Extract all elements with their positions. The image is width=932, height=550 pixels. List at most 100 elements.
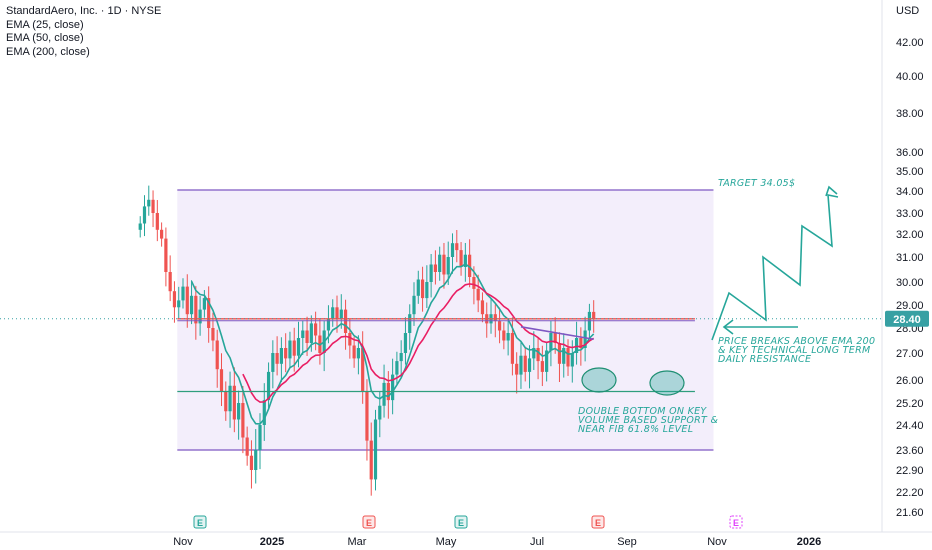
legend-ema-25[interactable]: EMA (25, close)	[6, 18, 84, 31]
candle-body	[378, 405, 382, 420]
candle-body	[181, 286, 185, 301]
candle-body	[189, 295, 194, 315]
price-tick-label: 29.00	[896, 300, 924, 312]
candle-body	[416, 279, 420, 296]
candle-body	[429, 264, 433, 282]
candle-body	[164, 238, 168, 272]
candle-body	[361, 348, 365, 392]
candle-body	[275, 353, 279, 364]
currency-label: USD	[896, 5, 919, 17]
ema-50-line	[242, 283, 595, 403]
candle-body	[219, 369, 224, 392]
price-tick-label: 36.00	[896, 147, 924, 159]
price-axis-bg	[882, 0, 932, 550]
double-bottom-circle-left	[581, 367, 617, 393]
price-tick-label: 23.60	[896, 445, 924, 457]
candle-body	[532, 348, 536, 359]
candle-body	[258, 425, 262, 450]
candle-body	[592, 311, 596, 319]
price-tick-label: 27.00	[896, 348, 924, 360]
candle-body	[335, 307, 339, 319]
candle-body	[579, 338, 583, 348]
legend-ema-50[interactable]: EMA (50, close)	[6, 32, 84, 44]
price-tick-label: 33.00	[896, 208, 924, 220]
breakout-label-line: & KEY TECHNICAL LONG TERM	[718, 345, 871, 356]
time-tick-label: Mar	[348, 536, 367, 548]
drawing-lines	[0, 318, 882, 393]
time-tick-label: Nov	[707, 536, 727, 548]
price-tick-label: 35.00	[896, 166, 924, 178]
price-tick-label: 24.40	[896, 420, 924, 432]
candle-body	[412, 295, 416, 315]
candle-body	[177, 300, 181, 308]
time-tick-label: 2025	[260, 536, 284, 548]
price-tick-label: 30.00	[896, 277, 924, 289]
earnings-letter: E	[458, 518, 464, 528]
candle-body	[309, 323, 313, 343]
price-tick-label: 26.00	[896, 375, 924, 387]
candle-body	[493, 314, 497, 322]
candle-body	[553, 333, 557, 343]
candle-body	[523, 355, 527, 372]
candle-body	[245, 437, 249, 456]
projection-arrowhead	[825, 185, 838, 197]
candle-body	[446, 257, 450, 275]
candle-body	[519, 355, 523, 375]
time-axis[interactable]: Nov 2025 Mar May Jul Sep Nov 2026	[0, 531, 932, 548]
earnings-marker-positive[interactable]: E	[193, 515, 207, 529]
candle-body	[438, 254, 442, 272]
candle-body	[570, 353, 574, 367]
candle-body	[502, 330, 506, 341]
candle-body	[292, 340, 296, 356]
target-label: TARGET 34.05$	[718, 178, 795, 189]
candle-body	[202, 298, 206, 310]
candle-body	[536, 348, 540, 362]
earnings-marker-negative[interactable]: E	[362, 515, 376, 529]
candle-body	[305, 330, 309, 343]
candle-body	[356, 348, 360, 359]
candle-body	[562, 348, 566, 364]
price-channel	[177, 189, 714, 451]
candle-body	[262, 400, 266, 425]
earnings-letter: E	[366, 518, 372, 528]
candle-body	[151, 199, 155, 213]
double-bottom-label-line: NEAR FIB 61.8% LEVEL	[578, 424, 693, 435]
candle-body	[395, 361, 399, 375]
candle-body	[279, 348, 283, 364]
candle-body	[211, 328, 215, 341]
earnings-marker-upcoming[interactable]: E	[729, 515, 743, 529]
double-bottom-label-line: VOLUME BASED SUPPORT &	[578, 415, 718, 426]
candle-body	[391, 374, 395, 401]
earnings-marker-negative[interactable]: E	[591, 515, 605, 529]
candle-body	[198, 309, 202, 324]
earnings-badge	[193, 515, 207, 529]
candle-body	[373, 419, 378, 480]
candle-body	[348, 333, 352, 346]
candle-body	[254, 450, 258, 470]
symbol-title[interactable]: StandardAero, Inc. · 1D · NYSE	[6, 5, 162, 17]
earnings-badge	[591, 515, 605, 529]
earnings-badge	[362, 515, 376, 529]
candle-body	[352, 345, 356, 359]
candle-body	[403, 333, 408, 353]
candle-body	[266, 371, 271, 401]
breakout-label-line: PRICE BREAKS ABOVE EMA 200	[718, 336, 875, 347]
price-axis[interactable]: USD 42.00 40.00 38.00 36.00 35.00 34.00 33.00 32…	[881, 0, 932, 550]
candle-body	[194, 295, 198, 324]
candle-body	[224, 391, 228, 412]
price-tick-label: 22.20	[896, 487, 924, 499]
candle-body	[463, 254, 467, 267]
last-price-label: 28.40	[893, 314, 921, 326]
price-tick-label: 31.00	[896, 252, 924, 264]
candle-body	[476, 288, 480, 301]
candle-body	[459, 250, 463, 267]
candle-body	[399, 353, 403, 362]
candle-body	[142, 206, 147, 224]
time-tick-label: Nov	[173, 536, 193, 548]
earnings-marker-positive[interactable]: E	[454, 515, 468, 529]
legend-ema-200[interactable]: EMA (200, close)	[6, 45, 90, 58]
candle-body	[527, 358, 532, 372]
last-price-badge	[885, 310, 929, 327]
candle-body	[271, 353, 275, 372]
